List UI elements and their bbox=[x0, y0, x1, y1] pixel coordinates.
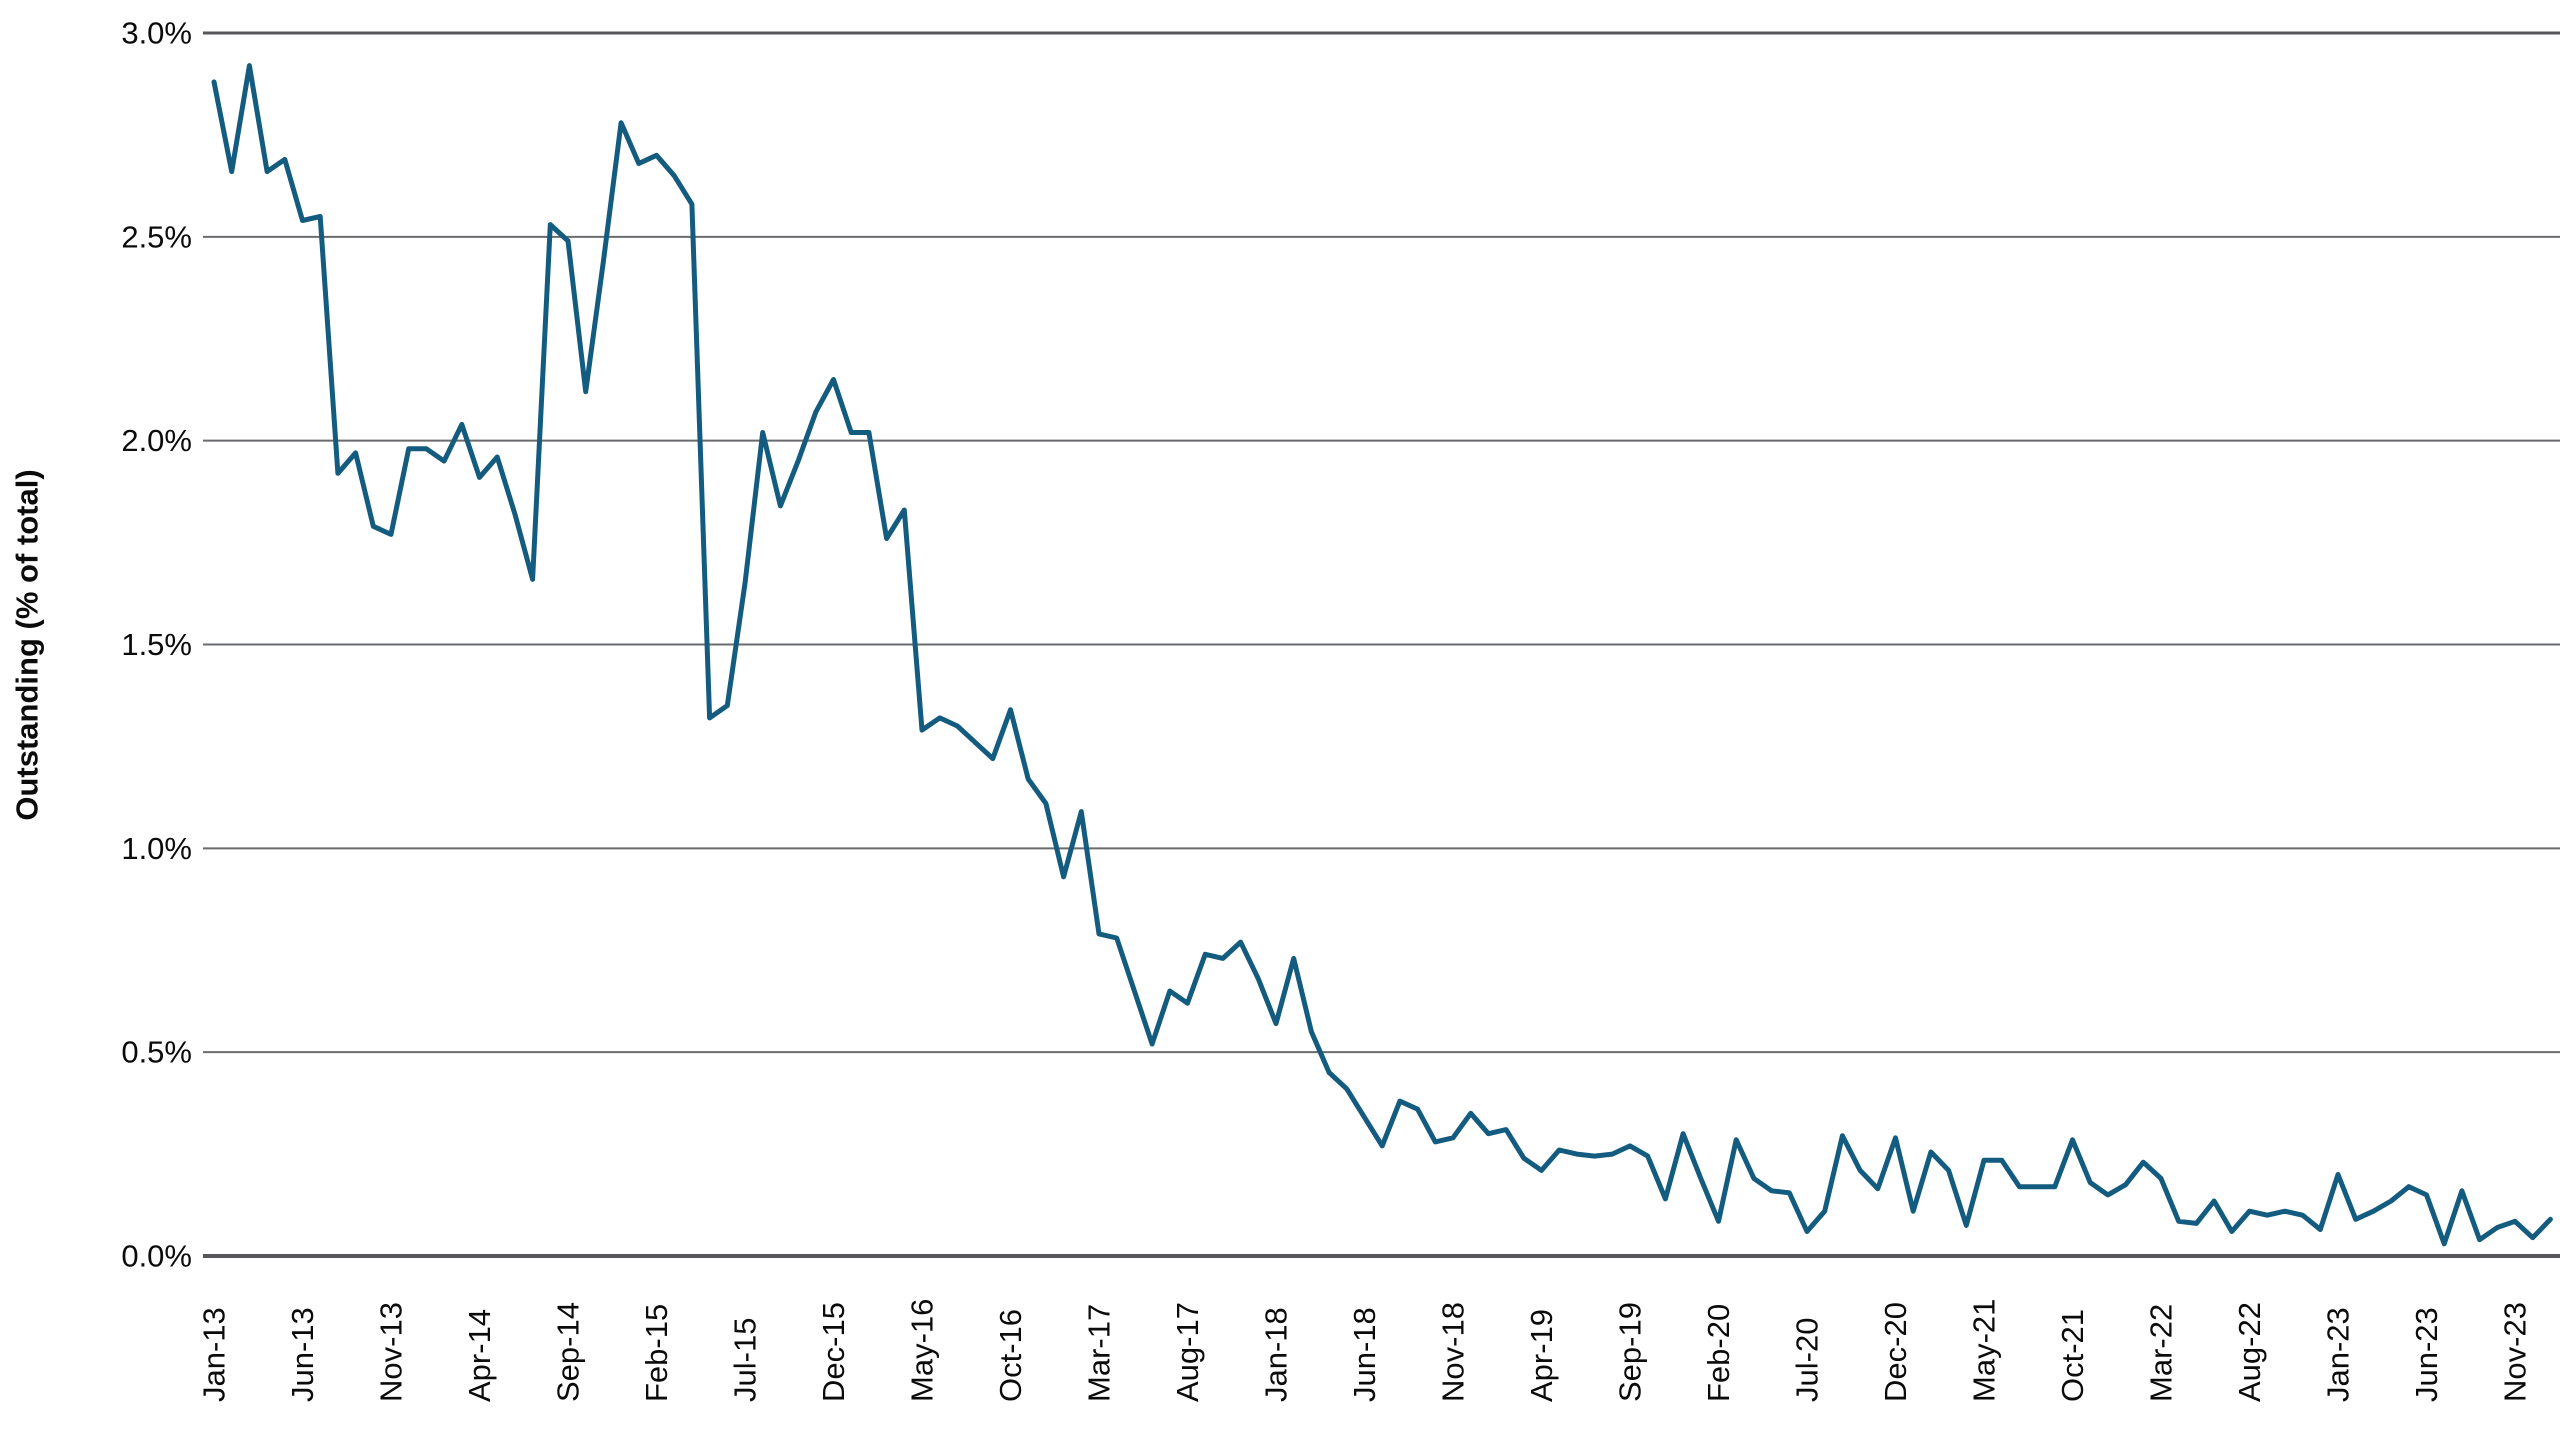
y-tick-label: 1.5% bbox=[121, 627, 192, 662]
x-tick-label: Jan-23 bbox=[2321, 1307, 2356, 1402]
x-tick-label: Sep-19 bbox=[1613, 1302, 1648, 1402]
x-tick-label: Jun-18 bbox=[1347, 1307, 1382, 1402]
x-tick-label: Apr-14 bbox=[462, 1309, 497, 1402]
x-tick-label: Dec-20 bbox=[1878, 1302, 1913, 1402]
y-tick-label: 2.0% bbox=[121, 423, 192, 458]
x-tick-label: Jun-23 bbox=[2409, 1307, 2444, 1402]
y-tick-label: 3.0% bbox=[121, 16, 192, 51]
x-tick-label: Oct-21 bbox=[2055, 1309, 2090, 1402]
x-tick-label: Jul-20 bbox=[1790, 1318, 1825, 1402]
x-tick-label: Feb-20 bbox=[1701, 1304, 1736, 1402]
x-tick-label: May-16 bbox=[905, 1299, 940, 1402]
x-tick-label: Jun-13 bbox=[285, 1307, 320, 1402]
y-axis-title: Outstanding (% of total) bbox=[10, 469, 45, 820]
x-tick-label: Nov-18 bbox=[1436, 1302, 1471, 1402]
x-tick-label: Nov-23 bbox=[2498, 1302, 2533, 1402]
x-tick-label: Sep-14 bbox=[551, 1302, 586, 1402]
y-axis-tick-labels: 3.0% 2.5% 2.0% 1.5% 1.0% 0.5% 0.0% bbox=[121, 16, 192, 1274]
x-tick-label: Mar-17 bbox=[1082, 1304, 1117, 1402]
x-tick-label: Nov-13 bbox=[374, 1302, 409, 1402]
y-tick-label: 2.5% bbox=[121, 219, 192, 254]
y-tick-label: 1.0% bbox=[121, 831, 192, 866]
x-tick-label: Jul-15 bbox=[728, 1318, 763, 1402]
x-tick-label: Dec-15 bbox=[816, 1302, 851, 1402]
x-tick-label: Jan-18 bbox=[1259, 1307, 1294, 1402]
x-axis-tick-labels: Jan-13 Jun-13 Nov-13 Apr-14 Sep-14 Feb-15 Jul-… bbox=[197, 1299, 2533, 1402]
x-tick-label: Aug-17 bbox=[1170, 1302, 1205, 1402]
x-tick-label: Jan-13 bbox=[197, 1307, 232, 1402]
data-series-line bbox=[211, 63, 2553, 1247]
y-tick-label: 0.5% bbox=[121, 1035, 192, 1070]
horizontal-gridlines bbox=[203, 31, 2560, 1258]
data-series-group bbox=[211, 63, 2553, 1247]
x-tick-label: Apr-19 bbox=[1524, 1309, 1559, 1402]
x-tick-label: Mar-22 bbox=[2144, 1304, 2179, 1402]
x-tick-label: Aug-22 bbox=[2232, 1302, 2267, 1402]
x-tick-label: Oct-16 bbox=[993, 1309, 1028, 1402]
x-tick-label: Feb-15 bbox=[639, 1304, 674, 1402]
y-tick-label: 0.0% bbox=[121, 1239, 192, 1274]
x-tick-label: May-21 bbox=[1967, 1299, 2002, 1402]
